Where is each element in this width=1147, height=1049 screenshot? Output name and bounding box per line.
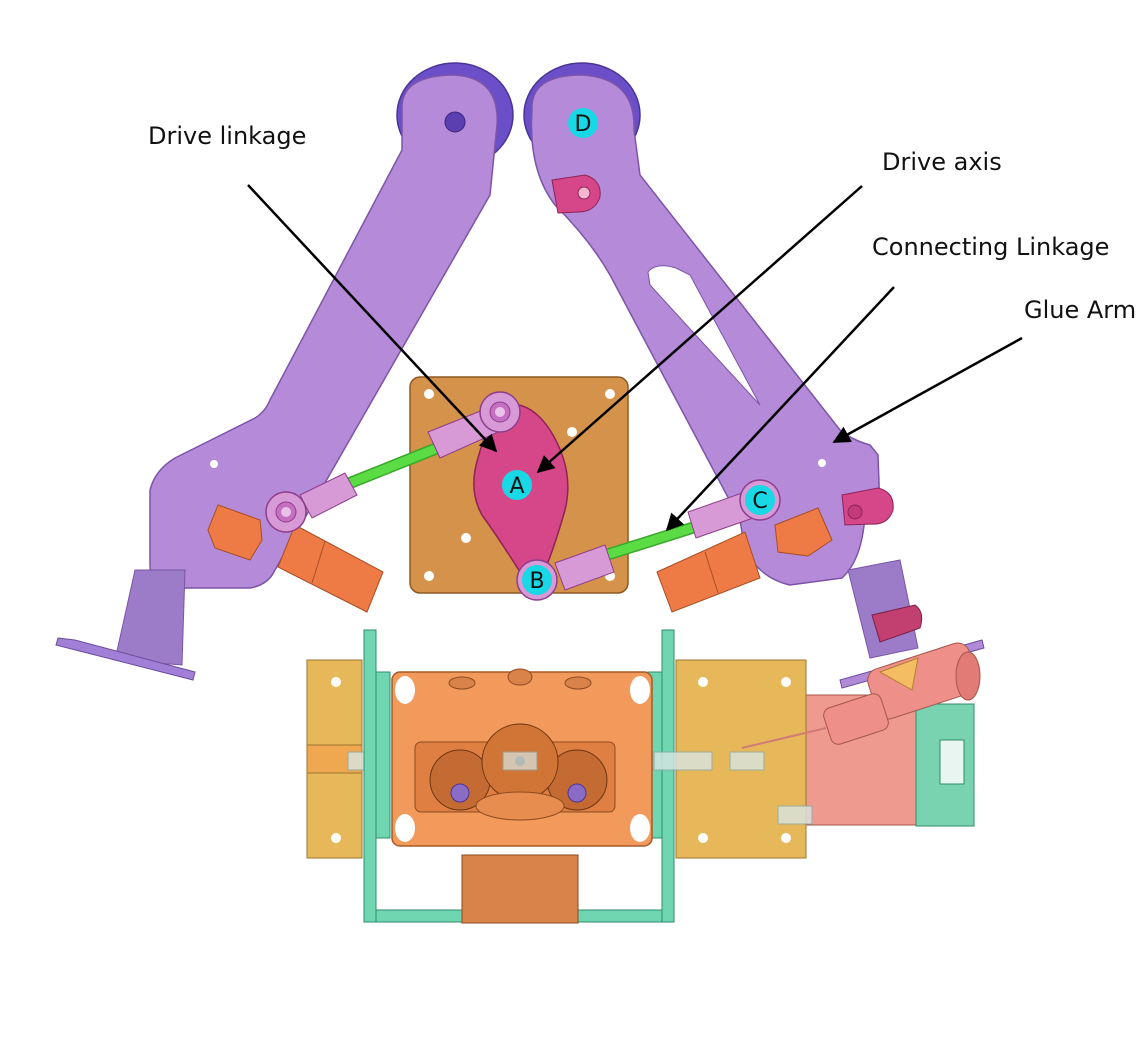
point-d-marker: [568, 108, 598, 138]
right-top-lug-hole: [577, 186, 591, 200]
roller-bearing: [450, 783, 470, 803]
drive-linkage-label: Drive linkage: [148, 122, 307, 150]
left-bracket-flange: [375, 671, 391, 839]
center-connector: [502, 751, 538, 771]
right-arm-slot: [647, 265, 761, 406]
right-clamp-seam: [704, 551, 719, 594]
nozzle-clip: [878, 657, 919, 691]
left-foot-post: [114, 569, 186, 666]
point-b-label: B: [529, 569, 544, 594]
mount-hole: [331, 677, 341, 687]
cylinder-body: [391, 668, 653, 924]
connecting-linkage-arrow: [665, 286, 895, 532]
left-arm-body: [149, 74, 498, 589]
mount-hole: [781, 677, 791, 687]
point-b-marker: [522, 565, 552, 595]
point-markers: A B C D: [502, 108, 775, 595]
plate-hole: [461, 533, 471, 543]
callout-arrows: [247, 184, 1023, 532]
right-mid-lug-hole: [847, 504, 863, 520]
right-arm-hole: [818, 459, 826, 467]
point-c-marker: [745, 485, 775, 515]
connecting-rod: [598, 522, 700, 561]
drive-rod-end-left: [299, 472, 358, 519]
drive-rod: [345, 442, 445, 488]
mount-hole: [331, 833, 341, 843]
left-clip: [207, 504, 263, 561]
connecting-linkage-label: Connecting Linkage: [872, 233, 1110, 261]
glue-nozzle: [741, 639, 985, 749]
motor-connector: [939, 739, 965, 785]
drive-axis-arrow: [536, 185, 863, 474]
cylinder-notch: [630, 814, 650, 842]
nozzle-fitting: [823, 693, 889, 745]
cylinder-notch: [395, 814, 415, 842]
lower-block: [461, 854, 579, 924]
left-clamp: [277, 524, 384, 613]
point-d-label: D: [575, 112, 592, 137]
drive-linkage: [265, 391, 521, 533]
cylinder-lower-lip: [475, 791, 565, 821]
drive-rod-eye-right-bore: [495, 407, 505, 417]
roller-bearing: [567, 783, 587, 803]
point-a-marker: [502, 470, 532, 500]
mount-hole: [781, 833, 791, 843]
glue-arm-arrow: [832, 336, 1023, 444]
plate-hole: [424, 389, 434, 399]
right-mid-lug: [841, 487, 894, 526]
right-bracket: [661, 629, 675, 923]
drive-rod-eye-left-bore: [281, 507, 291, 517]
nozzle-cap: [955, 651, 981, 701]
drive-linkage-arrow: [247, 184, 498, 453]
left-arm-pivot: [444, 111, 466, 133]
cylinder-port: [448, 676, 476, 690]
glue-arm-label: Glue Arm: [1024, 296, 1137, 324]
left-foot-plate: [55, 637, 196, 681]
mount-hole: [698, 833, 708, 843]
connecting-rod-end-left: [554, 544, 615, 591]
plate-hole: [605, 389, 615, 399]
left-bracket: [363, 629, 377, 923]
cylinder-port: [507, 668, 533, 686]
right-connector-2: [729, 751, 765, 771]
cylinder-notch: [630, 676, 650, 704]
plate-hole: [567, 427, 577, 437]
plate-hole: [424, 571, 434, 581]
point-c-label: C: [752, 489, 767, 514]
left-arm: [55, 62, 514, 681]
nozzle-tip: [741, 727, 827, 749]
left-clamp-seam: [311, 540, 326, 584]
drive-axis-label: Drive axis: [882, 148, 1002, 176]
left-arm-hole: [210, 460, 218, 468]
right-connector: [653, 751, 713, 771]
right-clip: [774, 507, 833, 557]
mount-hole: [698, 677, 708, 687]
motor-assembly: [653, 659, 975, 859]
right-connector-3: [777, 805, 813, 825]
right-clamp: [656, 531, 761, 613]
cylinder-notch: [395, 676, 415, 704]
right-top-lug: [551, 174, 601, 214]
cylinder-port: [564, 676, 592, 690]
right-lower-lug: [871, 604, 923, 643]
point-a-label: A: [509, 474, 524, 499]
